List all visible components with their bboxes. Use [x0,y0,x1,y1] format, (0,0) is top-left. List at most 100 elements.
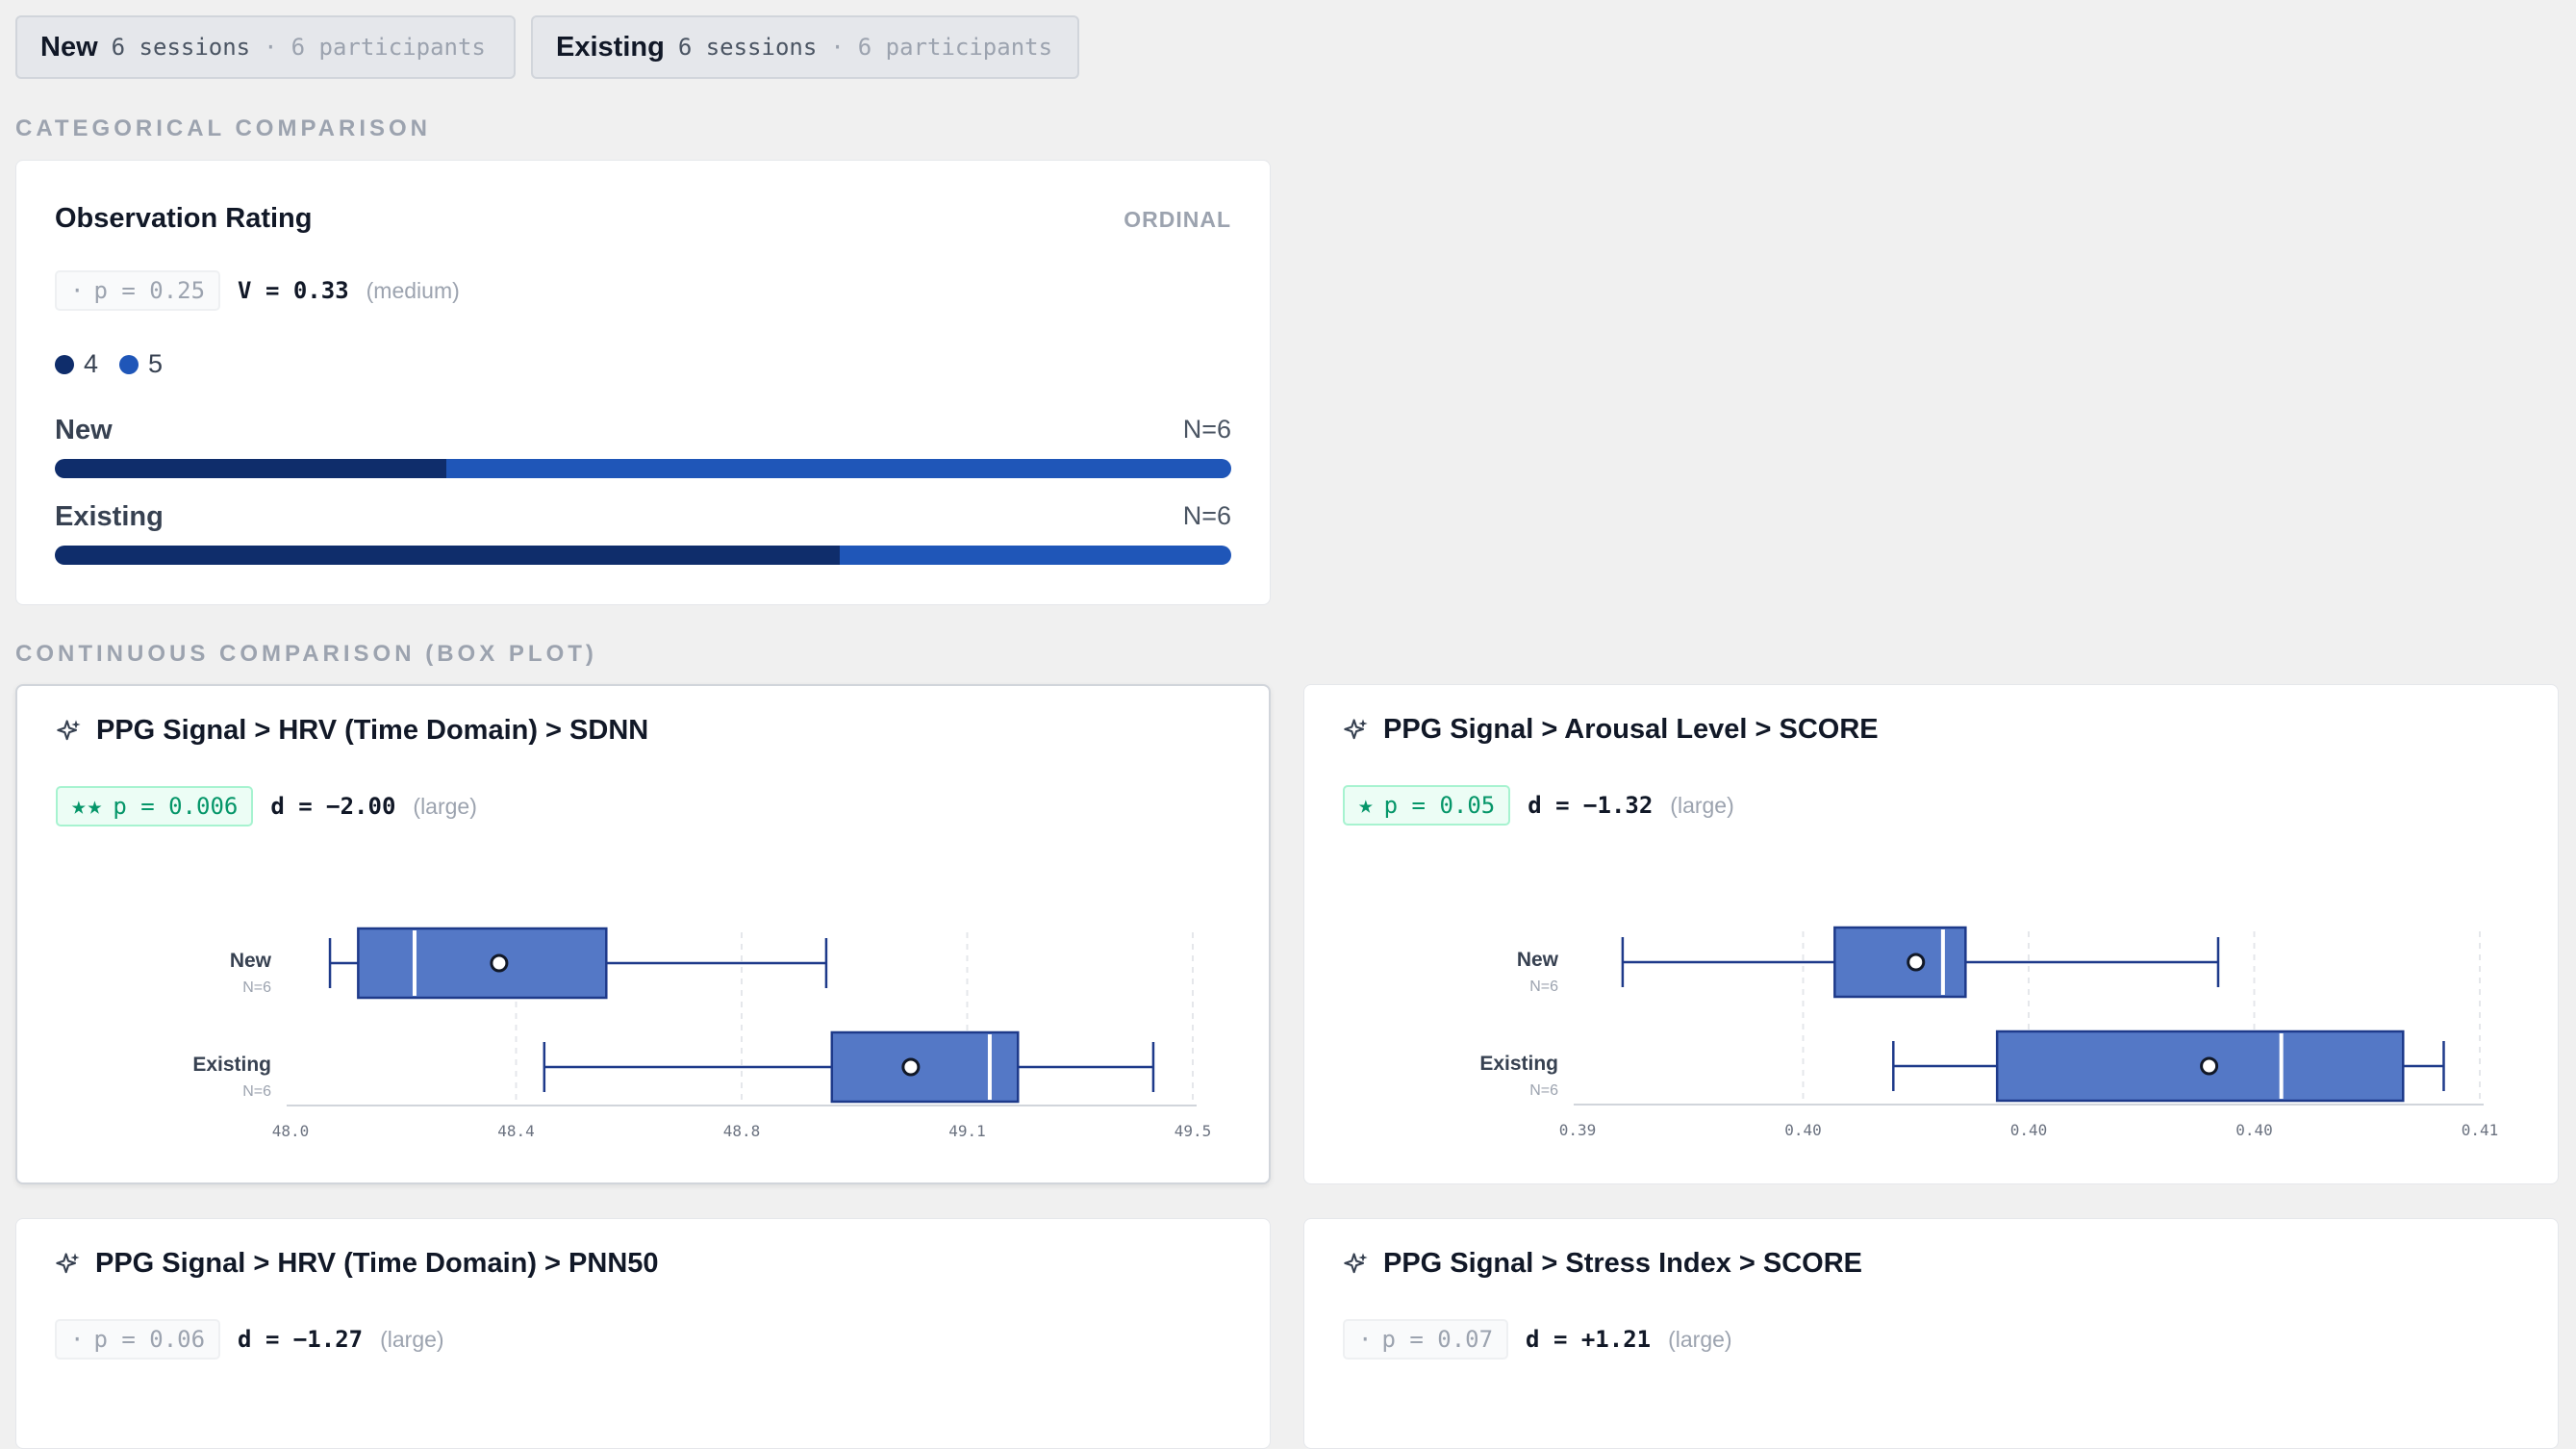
p-value: p = 0.05 [1383,792,1496,819]
stats-row: ★ p = 0.05 d = −1.32 (large) [1343,785,1734,826]
bar-segment-5 [446,459,1231,478]
arousal-card[interactable]: PPG Signal > Arousal Level > SCORE ★ p =… [1303,684,2559,1184]
tick-label: 0.40 [1784,1121,1822,1139]
stacked-bar-existing [55,546,1231,565]
effect-value: V = 0.33 [238,277,349,304]
significance-stars: ★ [1358,791,1375,820]
stats-row: · p = 0.07 d = +1.21 (large) [1343,1319,1732,1360]
bar-segment-4 [55,546,840,565]
legend-item-4: 4 [55,349,98,379]
boxplot-arousal: 0.39 0.40 0.40 0.40 0.41 New N=6 Existing N=6 [1479,926,2499,1139]
chip-participants: 6 participants [857,34,1053,61]
tick-label: 0.41 [2462,1121,2499,1139]
p-value-badge: · p = 0.06 [55,1319,221,1360]
effect-size-label: (large) [413,793,477,819]
card-title-text: PPG Signal > HRV (Time Domain) > PNN50 [95,1248,659,1279]
tick-label: 48.4 [497,1122,535,1140]
card-title-text: PPG Signal > Arousal Level > SCORE [1383,714,1879,745]
chip-separator: · [264,34,278,61]
stats-row: · p = 0.06 d = −1.27 (large) [55,1319,444,1360]
card-title: PPG Signal > Arousal Level > SCORE [1343,714,1879,746]
series-label: New [1517,949,1559,971]
sdnn-card[interactable]: PPG Signal > HRV (Time Domain) > SDNN ★★… [15,684,1271,1184]
p-value: p = 0.07 [1381,1326,1494,1353]
stats-row: · p = 0.25 V = 0.33 (medium) [55,270,460,311]
mean-marker [1907,953,1926,972]
boxplot-sdnn: 48.0 48.4 48.8 49.1 49.5 New N=6 Existing N=6 [192,927,1212,1140]
tick-label: 48.0 [272,1122,310,1140]
row-label-existing: Existing [55,501,164,532]
card-title: PPG Signal > HRV (Time Domain) > PNN50 [55,1248,659,1280]
legend-swatch [119,354,139,374]
legend-label: 4 [84,349,99,378]
p-value-badge: · p = 0.25 [55,270,221,311]
chip-sessions: 6 sessions [111,34,251,61]
row-n-existing: N=6 [1182,501,1231,530]
tick-label: 0.40 [2010,1121,2048,1139]
card-title: Observation Rating [55,203,313,234]
sparkle-icon [57,719,81,740]
series-label: Existing [1479,1053,1558,1075]
p-value-badge: ★★ p = 0.006 [56,786,254,826]
effect-value: d = −1.32 [1528,792,1654,819]
tick-label: 49.5 [1174,1122,1212,1140]
series-label: Existing [192,1054,271,1076]
tick-label: 0.40 [2235,1121,2273,1139]
group-chip-new[interactable]: New 6 sessions · 6 participants [15,15,516,79]
observation-rating-card: Observation Rating ORDINAL · p = 0.25 V … [15,160,1271,605]
tick-label: 49.1 [948,1122,986,1140]
card-title-text: PPG Signal > HRV (Time Domain) > SDNN [96,715,649,746]
section-title-categorical: CATEGORICAL COMPARISON [15,115,432,141]
tick-label: 0.39 [1559,1121,1597,1139]
series-n: N=6 [1529,979,1558,995]
series-n: N=6 [1529,1082,1558,1099]
legend: 4 5 [55,349,163,379]
effect-size-label: (large) [380,1326,444,1352]
mean-marker [2200,1056,2219,1076]
effect-size-label: (large) [1668,1326,1732,1352]
mean-marker [490,953,509,973]
significance-stars: ★★ [71,792,104,821]
legend-swatch [55,354,74,374]
p-value: p = 0.006 [113,793,239,820]
stress-card[interactable]: PPG Signal > Stress Index > SCORE · p = … [1303,1218,2559,1449]
group-chip-existing[interactable]: Existing 6 sessions · 6 participants [531,15,1079,79]
effect-value: d = +1.21 [1526,1326,1652,1353]
p-value: p = 0.06 [93,1326,206,1353]
significance-marker: · [70,1326,85,1353]
legend-item-5: 5 [119,349,163,379]
iqr-box [1833,926,1967,999]
effect-value: d = −2.00 [270,793,396,820]
sparkle-icon [1344,718,1368,739]
significance-marker: · [70,277,85,304]
card-title: PPG Signal > Stress Index > SCORE [1343,1248,1862,1280]
iqr-box [830,1030,1020,1104]
sparkle-icon [56,1252,80,1273]
card-title-text: PPG Signal > Stress Index > SCORE [1383,1248,1863,1279]
row-label-new: New [55,415,113,445]
effect-value: d = −1.27 [238,1326,364,1353]
significance-marker: · [1358,1326,1373,1353]
pnn50-card[interactable]: PPG Signal > HRV (Time Domain) > PNN50 ·… [15,1218,1271,1449]
p-value-badge: · p = 0.07 [1343,1319,1509,1360]
p-value: p = 0.25 [93,277,206,304]
effect-size-label: (large) [1670,792,1734,818]
stats-row: ★★ p = 0.006 d = −2.00 (large) [56,786,477,826]
mean-marker [901,1057,921,1077]
chip-separator: · [830,34,845,61]
bar-segment-4 [55,459,447,478]
sparkle-icon [1344,1252,1368,1273]
effect-size-label: (medium) [366,277,460,303]
row-n-new: N=6 [1182,415,1231,444]
chip-participants: 6 participants [290,34,486,61]
chip-group-name: New [40,31,98,63]
tick-label: 48.8 [723,1122,761,1140]
chip-group-name: Existing [556,31,665,63]
chip-sessions: 6 sessions [677,34,818,61]
section-title-continuous: CONTINUOUS COMPARISON (BOX PLOT) [15,641,597,667]
bar-segment-5 [839,546,1231,565]
card-title: PPG Signal > HRV (Time Domain) > SDNN [56,715,648,747]
iqr-box [357,927,608,1000]
p-value-badge: ★ p = 0.05 [1343,785,1511,826]
legend-label: 5 [148,349,164,378]
